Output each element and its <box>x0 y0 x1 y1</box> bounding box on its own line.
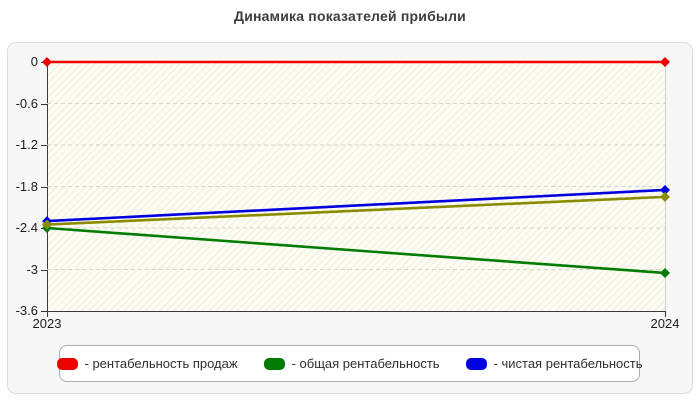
y-tick-label: -1.8 <box>15 178 38 194</box>
y-tick-mark <box>41 145 47 146</box>
legend-label: - общая рентабельность <box>291 356 440 371</box>
legend-label: - чистая рентабельность <box>493 356 643 371</box>
x-tick-mark <box>665 312 666 317</box>
y-tick-mark <box>41 186 47 188</box>
chart-legend: - рентабельность продаж - общая рентабел… <box>56 345 643 382</box>
chart-plot-svg <box>42 57 670 278</box>
series-marker-3-1 <box>660 184 670 195</box>
y-tick-label: -3.6 <box>15 303 38 318</box>
y-tick-mark <box>41 103 47 105</box>
y-tick-mark <box>41 269 47 271</box>
x-axis-label: 2024 <box>650 316 680 331</box>
legend-item-overall-profitability: - общая рентабельность <box>263 356 440 371</box>
legend-swatch <box>56 357 78 370</box>
x-axis-line <box>47 311 666 312</box>
legend-item-sales-profitability: - рентабельность продаж <box>56 356 238 371</box>
series-marker-2-1 <box>660 191 670 202</box>
y-tick-label: 0 <box>30 54 38 69</box>
y-tick-label: -2.4 <box>15 220 38 235</box>
series-marker-1-1 <box>660 267 670 278</box>
y-tick-label: -1.2 <box>15 137 38 152</box>
series-line-3 <box>46 188 666 223</box>
legend-label: - рентабельность продаж <box>84 356 238 371</box>
x-tick-mark <box>47 312 48 317</box>
legend-item-net-profitability: - чистая рентабельность <box>465 356 643 371</box>
legend-swatch <box>465 357 487 370</box>
page-title: Динамика показателей прибыли <box>234 8 466 24</box>
series-line-2 <box>46 195 666 226</box>
legend-swatch <box>263 357 285 370</box>
x-axis-label: 2023 <box>32 316 62 331</box>
series-line-1 <box>46 226 666 275</box>
y-tick-mark <box>41 311 47 312</box>
y-tick-label: -0.6 <box>15 95 38 111</box>
series-marker-2-0 <box>42 219 52 230</box>
series-marker-0-1 <box>660 57 670 67</box>
series-marker-0-0 <box>42 57 52 67</box>
y-tick-label: -3 <box>26 261 38 277</box>
